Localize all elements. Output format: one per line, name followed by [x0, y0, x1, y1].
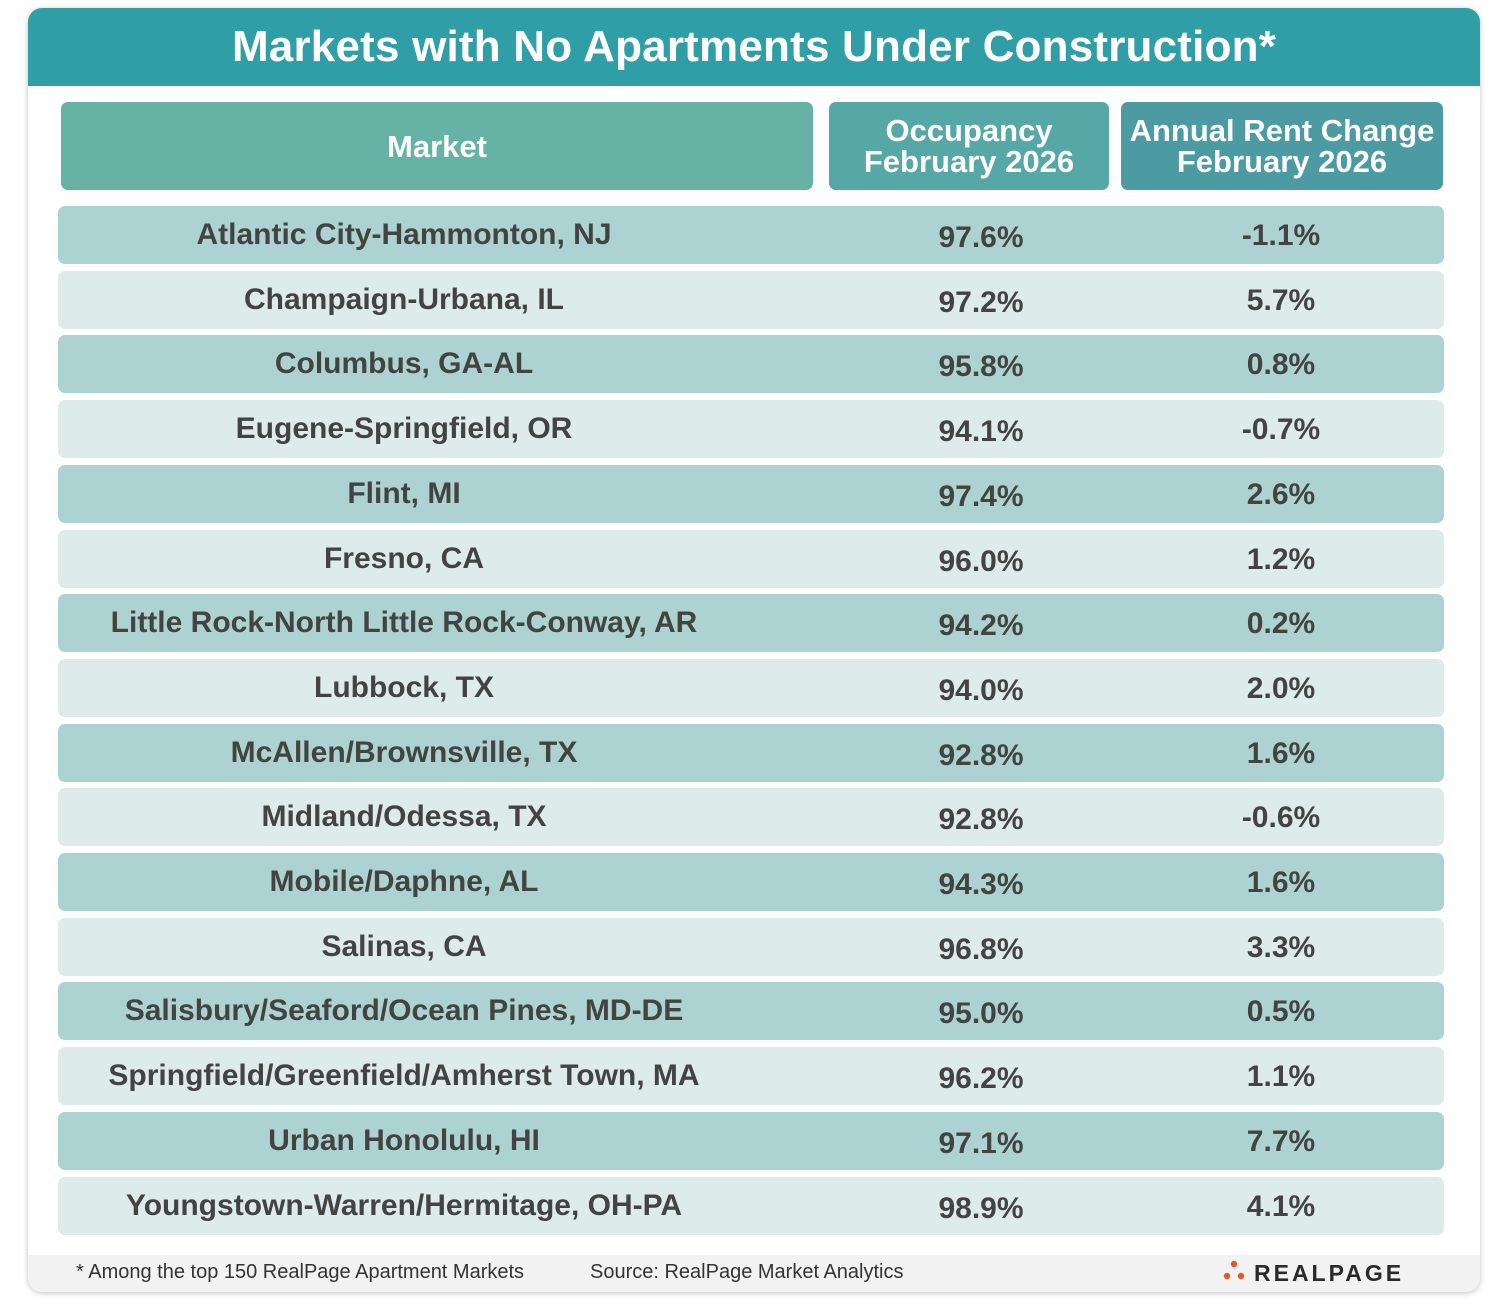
rent-change-cell: 0.8%	[1246, 348, 1316, 381]
occupancy-cell: 94.1%	[938, 415, 1024, 448]
rent-change-cell: 1.6%	[1246, 737, 1316, 770]
table-row: Eugene-Springfield, OR 94.1% -0.7%	[58, 400, 1444, 458]
market-cell: Mobile/Daphne, AL	[269, 865, 539, 898]
market-cell: Eugene-Springfield, OR	[235, 412, 573, 445]
occupancy-cell: 94.2%	[938, 609, 1024, 642]
realpage-logo-text: REALPAGE	[1254, 1259, 1405, 1286]
table-row: Fresno, CA 96.0% 1.2%	[58, 530, 1444, 588]
market-cell: Springfield/Greenfield/Amherst Town, MA	[108, 1059, 700, 1092]
rent-change-cell: 1.1%	[1246, 1060, 1316, 1093]
market-cell: Flint, MI	[347, 477, 461, 510]
table-row: Columbus, GA-AL 95.8% 0.8%	[58, 335, 1444, 393]
occupancy-cell: 97.4%	[938, 480, 1024, 513]
occupancy-cell: 96.8%	[938, 933, 1024, 966]
rent-change-cell: 5.7%	[1246, 284, 1316, 317]
column-header-rent-change: Annual Rent Change February 2026	[1121, 102, 1443, 190]
market-cell: Lubbock, TX	[314, 671, 494, 704]
table-row: Midland/Odessa, TX 92.8% -0.6%	[58, 788, 1444, 846]
table-row: Little Rock-North Little Rock-Conway, AR…	[58, 594, 1444, 652]
occupancy-cell: 94.3%	[938, 868, 1024, 901]
table-row: Flint, MI 97.4% 2.6%	[58, 465, 1444, 523]
occupancy-cell: 97.1%	[938, 1127, 1024, 1160]
footnote: * Among the top 150 RealPage Apartment M…	[76, 1261, 525, 1283]
market-cell: Urban Honolulu, HI	[268, 1124, 540, 1157]
column-header-rent-line2: February 2026	[1176, 144, 1388, 179]
market-cell: Midland/Odessa, TX	[261, 800, 547, 833]
realpage-logo: REALPAGE	[1218, 1257, 1404, 1289]
page-title: Markets with No Apartments Under Constru…	[28, 8, 1480, 86]
realpage-dots-logo-icon	[1223, 1260, 1245, 1280]
rent-change-cell: 3.3%	[1246, 931, 1316, 964]
rent-change-cell: 0.5%	[1246, 995, 1316, 1028]
market-cell: Atlantic City-Hammonton, NJ	[196, 218, 612, 251]
market-cell: Champaign-Urbana, IL	[243, 283, 565, 316]
table-row: Atlantic City-Hammonton, NJ 97.6% -1.1%	[58, 206, 1444, 264]
rent-change-cell: -1.1%	[1241, 219, 1321, 252]
market-cell: Salinas, CA	[321, 930, 487, 963]
column-header-occupancy-line2: February 2026	[863, 144, 1075, 179]
table-row: McAllen/Brownsville, TX 92.8% 1.6%	[58, 724, 1444, 782]
column-header-market-label: Market	[387, 128, 487, 164]
occupancy-cell: 96.0%	[938, 545, 1024, 578]
occupancy-cell: 96.2%	[938, 1062, 1024, 1095]
table-row: Urban Honolulu, HI 97.1% 7.7%	[58, 1112, 1444, 1170]
rent-change-cell: 1.6%	[1246, 866, 1316, 899]
table-row: Salisbury/Seaford/Ocean Pines, MD-DE 95.0…	[58, 982, 1444, 1040]
table-row: Springfield/Greenfield/Amherst Town, MA 9…	[58, 1047, 1444, 1105]
rent-change-cell: 7.7%	[1246, 1125, 1316, 1158]
rent-change-cell: -0.7%	[1241, 413, 1321, 446]
occupancy-cell: 95.0%	[938, 997, 1024, 1030]
market-cell: Youngstown-Warren/Hermitage, OH-PA	[125, 1189, 683, 1222]
column-header-occupancy: Occupancy February 2026	[829, 102, 1109, 190]
occupancy-cell: 95.8%	[938, 350, 1024, 383]
rent-change-cell: 2.0%	[1246, 672, 1316, 705]
table-row: Lubbock, TX 94.0% 2.0%	[58, 659, 1444, 717]
occupancy-cell: 97.6%	[938, 221, 1024, 254]
table-row: Salinas, CA 96.8% 3.3%	[58, 918, 1444, 976]
market-cell: Little Rock-North Little Rock-Conway, AR	[110, 606, 698, 639]
occupancy-cell: 94.0%	[938, 674, 1024, 707]
table-row: Youngstown-Warren/Hermitage, OH-PA 98.9% 4…	[58, 1177, 1444, 1235]
column-header-rent-line1: Annual Rent Change	[1129, 113, 1435, 148]
market-cell: Columbus, GA-AL	[274, 347, 534, 380]
rent-change-cell: -0.6%	[1241, 801, 1321, 834]
occupancy-cell: 92.8%	[938, 739, 1024, 772]
table-card: Markets with No Apartments Under Constru…	[28, 8, 1480, 1292]
occupancy-cell: 97.2%	[938, 286, 1024, 319]
table-row: Champaign-Urbana, IL 97.2% 5.7%	[58, 271, 1444, 329]
table-row: Mobile/Daphne, AL 94.3% 1.6%	[58, 853, 1444, 911]
source-note: Source: RealPage Market Analytics	[590, 1261, 904, 1283]
rent-change-cell: 1.2%	[1246, 543, 1316, 576]
market-cell: Salisbury/Seaford/Ocean Pines, MD-DE	[124, 994, 684, 1027]
market-cell: Fresno, CA	[323, 542, 485, 575]
occupancy-cell: 98.9%	[938, 1192, 1024, 1225]
occupancy-cell: 92.8%	[938, 803, 1024, 836]
column-header-market: Market	[61, 102, 813, 190]
rent-change-cell: 4.1%	[1246, 1190, 1316, 1223]
column-header-occupancy-line1: Occupancy	[885, 113, 1053, 148]
market-cell: McAllen/Brownsville, TX	[230, 736, 578, 769]
rent-change-cell: 0.2%	[1246, 607, 1316, 640]
rent-change-cell: 2.6%	[1246, 478, 1316, 511]
footer: * Among the top 150 RealPage Apartment M…	[28, 1255, 1480, 1292]
